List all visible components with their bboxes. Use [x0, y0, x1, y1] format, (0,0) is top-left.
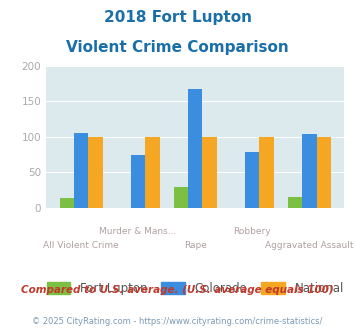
Text: Violent Crime Comparison: Violent Crime Comparison — [66, 40, 289, 54]
Bar — [88, 137, 103, 208]
Bar — [202, 137, 217, 208]
Text: Robbery: Robbery — [234, 227, 271, 236]
Text: © 2025 CityRating.com - https://www.cityrating.com/crime-statistics/: © 2025 CityRating.com - https://www.city… — [32, 317, 323, 326]
Bar — [60, 198, 74, 208]
Text: 2018 Fort Lupton: 2018 Fort Lupton — [104, 10, 251, 25]
Bar — [245, 152, 260, 208]
Text: Murder & Mans...: Murder & Mans... — [99, 227, 177, 236]
Bar — [145, 137, 160, 208]
Text: Rape: Rape — [184, 241, 207, 250]
Bar — [302, 134, 317, 208]
Legend: Fort Lupton, Colorado, National: Fort Lupton, Colorado, National — [42, 278, 349, 300]
Bar — [74, 133, 88, 208]
Bar — [260, 137, 274, 208]
Text: All Violent Crime: All Violent Crime — [43, 241, 119, 250]
Bar — [174, 187, 188, 208]
Text: Compared to U.S. average. (U.S. average equals 100): Compared to U.S. average. (U.S. average … — [21, 285, 334, 295]
Bar — [317, 137, 331, 208]
Bar — [288, 197, 302, 208]
Bar — [188, 89, 202, 208]
Bar — [131, 155, 145, 208]
Text: Aggravated Assault: Aggravated Assault — [265, 241, 354, 250]
